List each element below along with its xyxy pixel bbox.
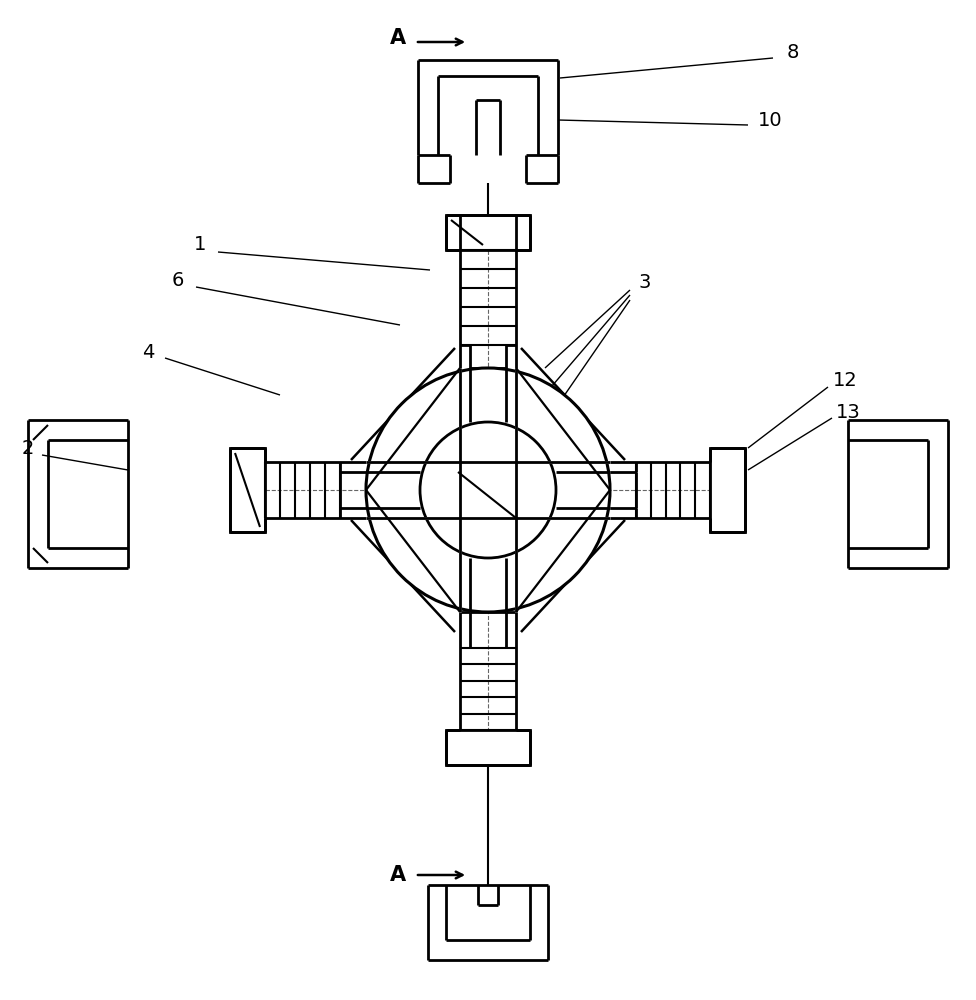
Text: 2: 2 <box>21 438 34 458</box>
Text: 3: 3 <box>639 272 651 292</box>
Text: 13: 13 <box>835 402 861 422</box>
Text: 8: 8 <box>787 42 799 62</box>
Text: 10: 10 <box>757 110 783 129</box>
Bar <box>446 215 530 250</box>
Text: 1: 1 <box>194 235 206 254</box>
Bar <box>446 730 530 765</box>
Text: A: A <box>390 865 406 885</box>
Circle shape <box>366 368 610 612</box>
Bar <box>230 448 265 532</box>
Text: 4: 4 <box>142 342 154 361</box>
Text: 6: 6 <box>172 270 184 290</box>
Text: A: A <box>390 28 406 48</box>
Bar <box>710 448 745 532</box>
Circle shape <box>420 422 556 558</box>
Text: 12: 12 <box>833 370 857 389</box>
